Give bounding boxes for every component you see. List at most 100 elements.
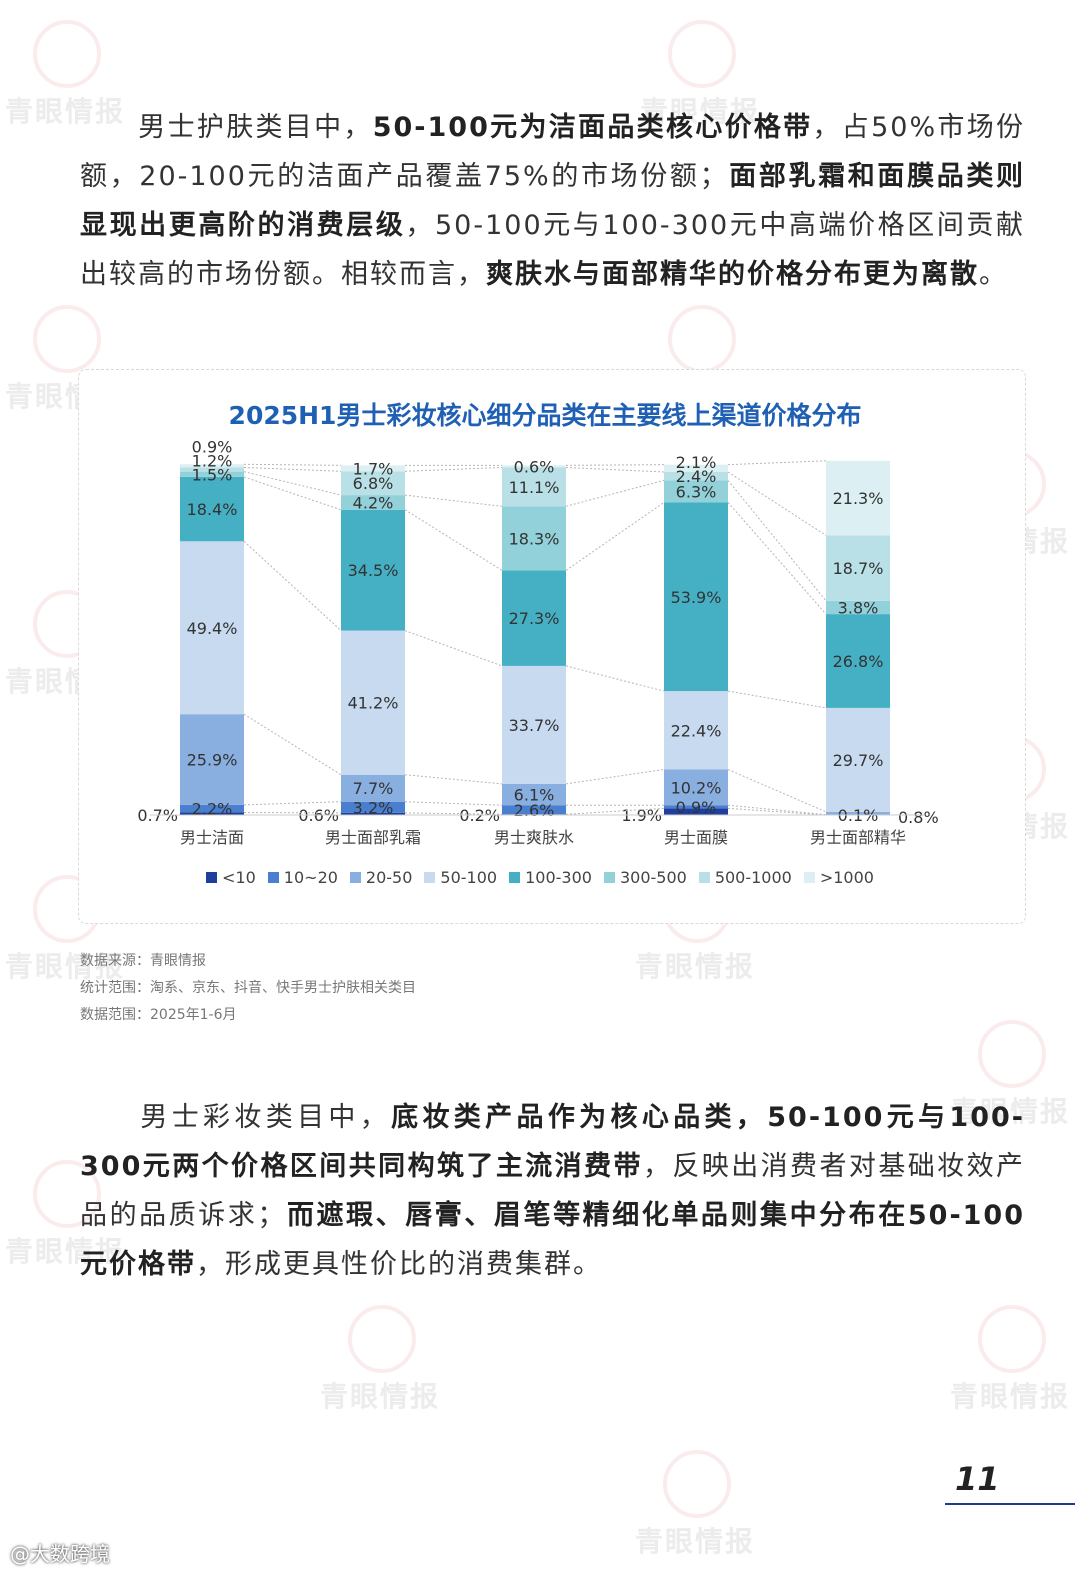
connector-line xyxy=(243,471,342,496)
connector-line xyxy=(404,774,503,785)
bar-segment xyxy=(826,811,890,815)
bar-segment xyxy=(664,769,728,806)
data-label: 11.1% xyxy=(509,478,560,497)
connector-line xyxy=(243,540,342,631)
connector-line xyxy=(727,471,827,536)
data-label: 6.8% xyxy=(353,474,394,493)
connector-line xyxy=(727,807,827,816)
credit-watermark: @大数跨境 xyxy=(10,1542,110,1566)
legend-item: 20-50 xyxy=(349,868,413,887)
legend-swatch xyxy=(803,872,815,883)
connector-line xyxy=(565,464,665,466)
data-label: 6.1% xyxy=(514,786,555,805)
connector-line xyxy=(565,466,665,473)
connector-line xyxy=(404,509,503,571)
bar-segment xyxy=(341,495,405,510)
legend-label: 10~20 xyxy=(283,868,338,887)
legend-item: 100-300 xyxy=(509,868,592,887)
legend-swatch xyxy=(349,872,361,883)
bar-segment xyxy=(664,464,728,472)
connector-line xyxy=(727,460,827,466)
bar-segment xyxy=(664,808,728,815)
legend-label: <10 xyxy=(222,868,256,887)
bar-segment xyxy=(341,471,405,496)
connector-line xyxy=(727,480,827,602)
connector-line xyxy=(727,690,827,709)
legend-label: 500-1000 xyxy=(714,868,792,887)
data-label: 3.2% xyxy=(353,798,394,817)
chart-legend: <10 10~20 20-50 50-100 100-300 300-500 500-100… xyxy=(0,868,1080,887)
page-number-rule xyxy=(945,1503,1075,1505)
data-label: 18.7% xyxy=(833,559,884,578)
data-label: 6.3% xyxy=(676,482,717,501)
bar-segment xyxy=(180,471,244,477)
bar-segment xyxy=(180,464,244,468)
bar-segment xyxy=(341,812,405,815)
bar-segment xyxy=(502,467,566,507)
legend-label: 100-300 xyxy=(525,868,592,887)
stacked-bar-chart: 0.7% 2.2%25.9%49.4%18.4%1.5%1.2%0.9%男士洁面0… xyxy=(137,440,939,847)
connector-line xyxy=(243,463,342,466)
data-label: 27.3% xyxy=(509,609,560,628)
connector-line xyxy=(565,769,665,785)
legend-swatch xyxy=(424,872,436,883)
bar-segment xyxy=(664,805,728,809)
bar-segment xyxy=(826,707,890,812)
legend-swatch xyxy=(267,872,279,883)
data-label: 53.9% xyxy=(671,588,722,607)
connector-line xyxy=(565,479,665,507)
data-label: 22.4% xyxy=(671,721,722,740)
data-label: 3.8% xyxy=(838,598,879,617)
connector-line xyxy=(727,502,827,615)
data-label: 0.8% xyxy=(898,808,939,827)
data-label: 7.7% xyxy=(353,779,394,798)
legend-swatch xyxy=(698,872,710,883)
data-label: 2.4% xyxy=(676,467,717,486)
bar-segment xyxy=(180,714,244,805)
bar-segment xyxy=(341,774,405,802)
legend-item: <10 xyxy=(206,868,256,887)
bar-segment xyxy=(180,467,244,472)
bar-segment xyxy=(664,472,728,481)
makeup-paragraph: 男士彩妆类目中，底妆类产品作为核心品类，50-100元与100-300元两个价格… xyxy=(80,1102,1026,1280)
statistic-scope: 统计范围：淘系、京东、抖音、快手男士护肤相关类目 xyxy=(80,980,416,996)
bar-segment xyxy=(502,665,566,784)
data-label: 18.3% xyxy=(509,529,560,548)
category-label: 男士洁面 xyxy=(180,828,244,847)
connector-line xyxy=(565,665,665,692)
intro-paragraph: 男士护肤类目中，50-100元为洁面品类核心价格带，占50%市场份额，20-10… xyxy=(80,112,1026,290)
legend-item: 300-500 xyxy=(603,868,687,887)
data-label: 33.7% xyxy=(509,716,560,735)
connector-line xyxy=(404,494,503,507)
data-label: 0.9% xyxy=(676,798,717,817)
data-label: 1.5% xyxy=(192,465,233,484)
bar-segment xyxy=(664,502,728,692)
data-label: 41.2% xyxy=(348,694,399,713)
connector-line xyxy=(404,812,503,815)
legend-item: >1000 xyxy=(803,868,874,887)
bar-segment xyxy=(341,509,405,631)
legend-item: 500-1000 xyxy=(698,868,792,887)
legend-swatch xyxy=(509,872,521,883)
bar-segment xyxy=(502,805,566,815)
legend-label: 20-50 xyxy=(365,868,413,887)
data-label: 2.1% xyxy=(676,453,717,472)
legend-item: 50-100 xyxy=(424,868,497,887)
page-number: 11 xyxy=(955,1460,1000,1498)
category-label: 男士面部精华 xyxy=(810,828,906,847)
category-label: 男士面膜 xyxy=(664,828,728,847)
legend-label: 50-100 xyxy=(440,868,498,887)
data-label: 0.9% xyxy=(192,440,233,456)
connector-line xyxy=(404,801,503,806)
data-label: 4.2% xyxy=(353,493,394,512)
connector-line xyxy=(243,801,342,806)
connector-line xyxy=(243,476,342,511)
legend-label: 300-500 xyxy=(619,868,687,887)
bar-segment xyxy=(664,480,728,503)
watermark: 青眼情报 xyxy=(950,1305,1070,1415)
bar-segment xyxy=(826,460,890,536)
legend-label: >1000 xyxy=(819,868,874,887)
legend-swatch xyxy=(206,872,218,883)
legend-item: 10~20 xyxy=(267,868,338,887)
bar-segment xyxy=(502,465,566,468)
